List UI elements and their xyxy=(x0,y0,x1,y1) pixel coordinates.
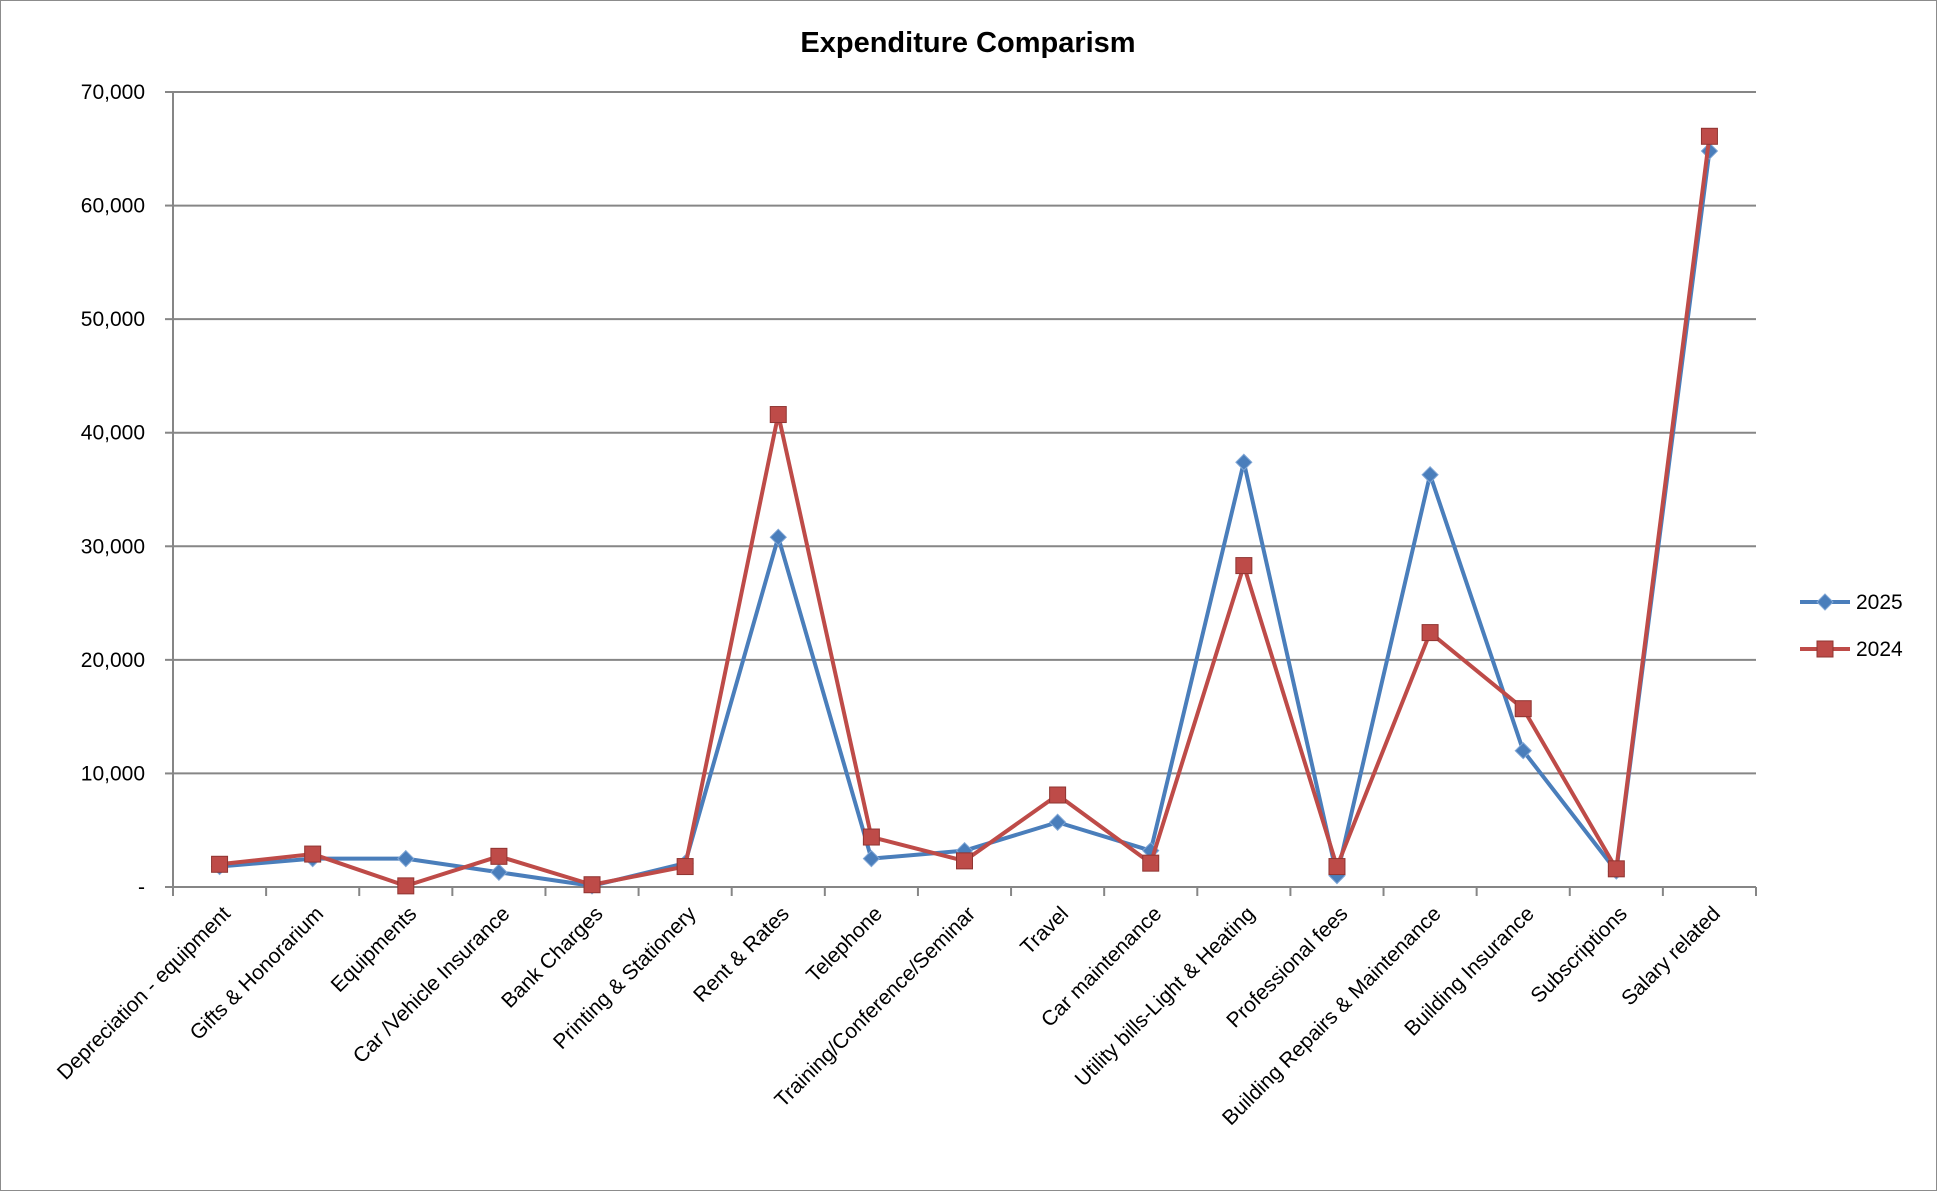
data-point-2025 xyxy=(397,849,415,868)
data-point-2024 xyxy=(956,852,973,870)
data-point-2025 xyxy=(1421,466,1439,484)
x-tick-label: Travel xyxy=(1016,902,1073,959)
y-tick-label: 30,000 xyxy=(81,535,145,558)
data-point-2024 xyxy=(490,847,508,865)
x-tick-label: Rent & Rates xyxy=(689,902,794,1007)
data-point-2024 xyxy=(1514,700,1532,718)
y-tick-label: 70,000 xyxy=(81,81,145,104)
y-tick-label: 60,000 xyxy=(81,195,145,218)
data-point-2024 xyxy=(211,855,229,873)
legend-item-2024: 2024 xyxy=(1800,638,1903,661)
data-point-2025 xyxy=(862,849,881,868)
x-tick-label: Training/Conference/Seminar xyxy=(770,902,980,1112)
legend: 2025 2024 xyxy=(1800,591,1903,661)
y-tick-label: 50,000 xyxy=(81,308,145,331)
data-point-2024 xyxy=(304,845,322,863)
data-point-2024 xyxy=(769,406,787,424)
data-point-2024 xyxy=(1421,624,1439,642)
data-point-2024 xyxy=(1235,557,1253,575)
series-line-2025 xyxy=(219,150,1712,888)
data-point-2024 xyxy=(1049,786,1067,804)
legend-marker xyxy=(1816,640,1834,658)
data-point-2025 xyxy=(490,863,508,881)
data-point-2025 xyxy=(769,528,787,546)
y-axis-ticks: - 10,000 20,000 30,000 40,000 50,000 60,000 70,… xyxy=(81,81,173,899)
series-2024 xyxy=(211,127,1718,895)
data-point-2024 xyxy=(397,877,415,895)
x-tick-label: Subscriptions xyxy=(1526,902,1631,1007)
y-tick-label: 20,000 xyxy=(81,649,145,672)
grid-lines xyxy=(173,91,1756,775)
legend-marker xyxy=(1816,593,1834,611)
data-point-2025 xyxy=(1514,742,1532,760)
y-tick-label: - xyxy=(138,876,145,899)
data-point-2024 xyxy=(676,858,694,876)
x-tick-label: Utility bills-Light & Heating xyxy=(1071,902,1260,1091)
data-point-2024 xyxy=(1607,860,1625,878)
data-point-2024 xyxy=(1328,858,1346,876)
x-tick-label: Equipments xyxy=(327,902,422,997)
legend-item-2025: 2025 xyxy=(1800,591,1903,614)
y-tick-label: 40,000 xyxy=(81,422,145,445)
data-point-2024 xyxy=(1700,127,1718,145)
legend-label: 2025 xyxy=(1856,591,1903,614)
data-point-2025 xyxy=(1048,813,1067,831)
data-point-2024 xyxy=(1142,854,1160,872)
x-tick-label: Depreciation - equipment xyxy=(53,902,235,1084)
x-tick-label: Salary related xyxy=(1617,902,1725,1010)
series-group xyxy=(210,127,1719,895)
series-2025 xyxy=(210,142,1719,895)
y-tick-label: 10,000 xyxy=(81,762,145,785)
chart-title: Expenditure Comparism xyxy=(800,27,1135,59)
axes xyxy=(172,92,1756,888)
x-tick-label: Telephone xyxy=(802,902,887,987)
data-point-2024 xyxy=(862,828,880,846)
data-point-2025 xyxy=(1235,453,1253,471)
data-point-2024 xyxy=(583,876,601,894)
x-tick-label: Car /Vehicle Insurance xyxy=(349,902,515,1068)
legend-label: 2024 xyxy=(1856,638,1903,661)
